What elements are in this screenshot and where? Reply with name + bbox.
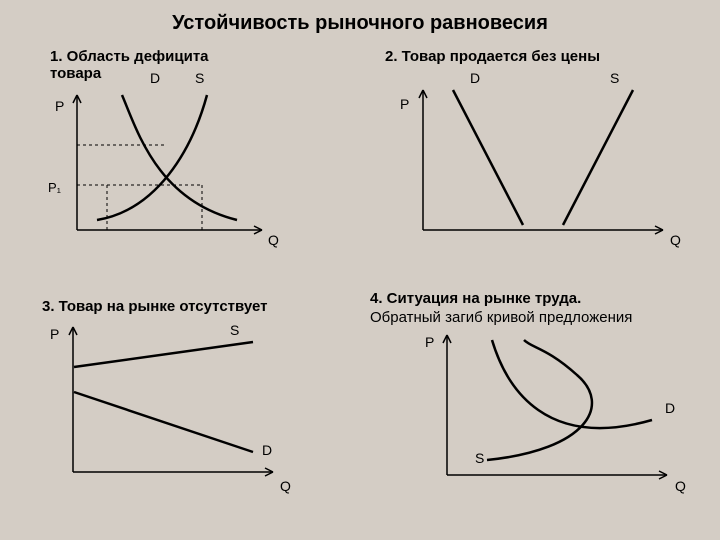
p1-axes bbox=[73, 95, 262, 234]
panel1-title-l1: 1. Область дефицита bbox=[50, 48, 209, 65]
panel1-chart bbox=[62, 90, 292, 245]
p1-dashed bbox=[77, 145, 202, 230]
p1-P1-label: P₁ bbox=[48, 180, 61, 195]
page-title: Устойчивость рыночного равновесия bbox=[0, 12, 720, 35]
panel3-chart bbox=[58, 322, 308, 492]
p2-D-curve bbox=[453, 90, 523, 225]
p4-D-curve bbox=[492, 340, 652, 428]
panel3-title: 3. Товар на рынке отсутствует bbox=[42, 298, 268, 315]
panel4-title: 4. Ситуация на рынке труда. Обратный заг… bbox=[370, 290, 632, 328]
p2-S-label: S bbox=[610, 70, 619, 86]
page-root: Устойчивость рыночного равновесия 1. Обл… bbox=[0, 0, 720, 540]
p2-S-curve bbox=[563, 90, 633, 225]
panel4-title-normal: Обратный загиб кривой предложения bbox=[370, 309, 632, 326]
p2-axes bbox=[419, 90, 663, 234]
p4-S-curve bbox=[487, 340, 592, 460]
panel2-title: 2. Товар продается без цены bbox=[385, 48, 600, 65]
p2-D-label: D bbox=[470, 70, 480, 86]
panel4-chart bbox=[432, 330, 692, 495]
p1-D-label: D bbox=[150, 70, 160, 86]
p3-S-curve bbox=[74, 342, 253, 367]
p1-S-label: S bbox=[195, 70, 204, 86]
panel1-title: 1. Область дефицита товара bbox=[50, 48, 209, 82]
p3-D-curve bbox=[74, 392, 253, 452]
panel2-chart bbox=[408, 85, 688, 245]
panel4-title-bold: 4. Ситуация на рынке труда. bbox=[370, 290, 581, 307]
panel1-title-l2: товара bbox=[50, 65, 101, 82]
